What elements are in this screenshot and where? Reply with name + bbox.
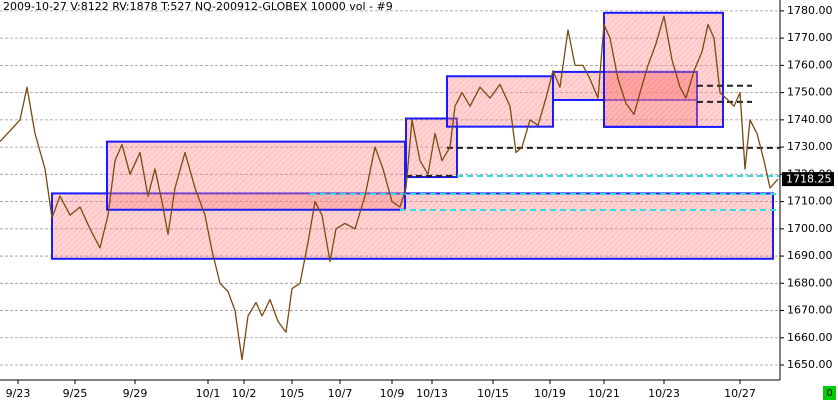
- x-tick-label: 10/23: [648, 387, 680, 400]
- y-tick-label: 1660.00: [787, 331, 833, 344]
- x-tick-label: 9/25: [63, 387, 88, 400]
- price-line: [0, 15, 779, 361]
- y-tick-label: 1710.00: [787, 195, 833, 208]
- y-tick-label: 1680.00: [787, 276, 833, 289]
- status-box: [823, 386, 836, 400]
- y-tick-label: 1690.00: [787, 249, 833, 262]
- zone: [51, 192, 774, 260]
- x-tick-label: 9/23: [6, 387, 31, 400]
- y-tick-label: 1770.00: [787, 31, 833, 44]
- y-tick-label: 1750.00: [787, 86, 833, 99]
- last-price-label: 1718.25: [786, 173, 832, 186]
- y-tick-label: 1730.00: [787, 140, 833, 153]
- y-tick-label: 1740.00: [787, 113, 833, 126]
- x-tick-label: 10/13: [416, 387, 448, 400]
- chart-title: 2009-10-27 V:8122 RV:1878 T:527 NQ-20091…: [3, 0, 393, 13]
- plot-area: [0, 10, 780, 366]
- x-tick-label: 10/1: [196, 387, 221, 400]
- y-tick-label: 1760.00: [787, 58, 833, 71]
- zone: [106, 140, 406, 211]
- x-tick-label: 10/2: [232, 387, 257, 400]
- x-tick-label: 10/9: [380, 387, 405, 400]
- last-price-box: [782, 172, 834, 187]
- status: 0: [826, 388, 832, 399]
- y-tick-label: 1780.00: [787, 4, 833, 17]
- x-tick-label: 10/21: [588, 387, 620, 400]
- y-tick-label: 1700.00: [787, 222, 833, 235]
- zone: [603, 11, 724, 128]
- x-tick-label: 10/7: [328, 387, 353, 400]
- y-tick-label: 1650.00: [787, 358, 833, 371]
- x-tick-label: 10/19: [534, 387, 566, 400]
- y-tick-label: 1670.00: [787, 304, 833, 317]
- x-tick-label: 9/29: [123, 387, 148, 400]
- x-tick-label: 10/15: [477, 387, 509, 400]
- x-tick-label: 10/27: [724, 387, 756, 400]
- x-tick-label: 10/5: [280, 387, 305, 400]
